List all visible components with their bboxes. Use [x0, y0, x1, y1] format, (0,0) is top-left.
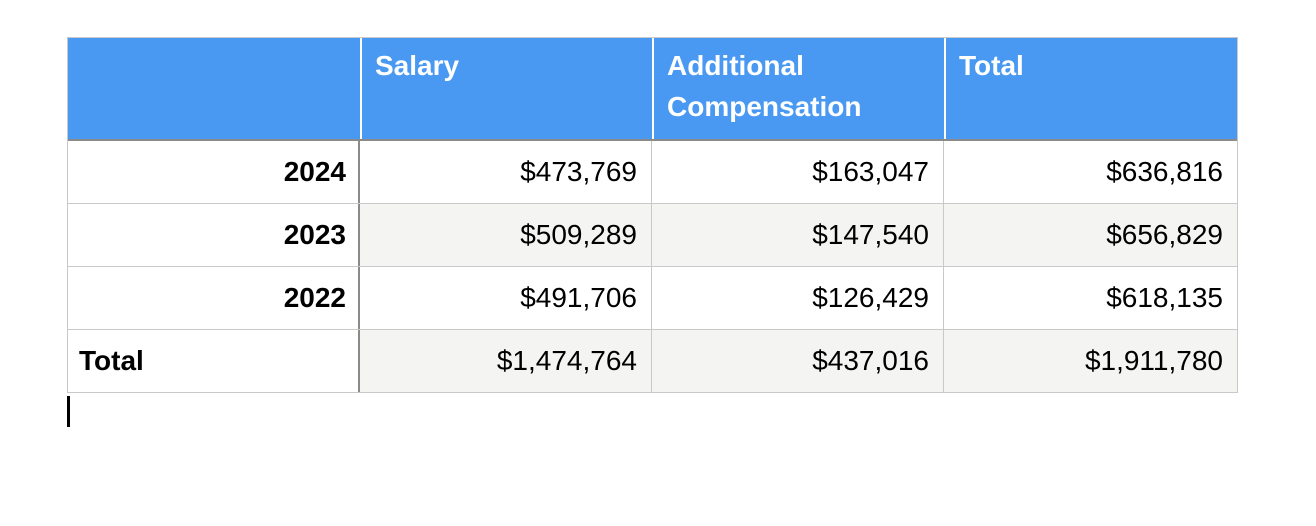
header-cell-total[interactable]: Total: [944, 38, 1237, 139]
salary-cell[interactable]: $473,769: [360, 141, 652, 203]
row-label-cell[interactable]: 2024: [68, 141, 360, 203]
total-cell[interactable]: $1,911,780: [944, 330, 1237, 392]
table-row-2024: 2024 $473,769 $163,047 $636,816: [68, 141, 1237, 204]
row-label-cell[interactable]: Total: [68, 330, 360, 392]
total-cell[interactable]: $636,816: [1106, 156, 1223, 187]
additional-compensation-cell[interactable]: $437,016: [652, 330, 944, 392]
salary-cell[interactable]: $509,289: [360, 204, 652, 266]
total-cell[interactable]: $618,135: [1106, 282, 1223, 313]
header-cell-additional-compensation[interactable]: Additional Compensation: [652, 38, 944, 139]
additional-compensation-cell[interactable]: $147,540: [652, 204, 944, 266]
total-cell[interactable]: $656,829: [944, 204, 1237, 266]
header-cell-salary[interactable]: Salary: [360, 38, 652, 139]
header-cell-blank[interactable]: [68, 38, 360, 139]
row-label-cell[interactable]: 2023: [68, 204, 360, 266]
additional-compensation-cell[interactable]: $163,047: [652, 141, 944, 203]
table-row-2022: 2022 $491,706 $126,429 $618,135: [68, 267, 1237, 330]
table-row-total: Total $1,474,764 $437,016 $1,911,780: [68, 330, 1237, 392]
table-row-2023: 2023 $509,289 $147,540 $656,829: [68, 204, 1237, 267]
salary-cell[interactable]: $491,706: [360, 267, 652, 329]
table-header-row: Salary Additional Compensation Total: [68, 38, 1237, 141]
additional-compensation-cell[interactable]: $126,429: [652, 267, 944, 329]
text-insertion-caret: [67, 396, 70, 427]
salary-cell[interactable]: $1,474,764: [360, 330, 652, 392]
compensation-table: Salary Additional Compensation Total 202…: [67, 37, 1238, 393]
row-label-cell[interactable]: 2022: [68, 267, 360, 329]
